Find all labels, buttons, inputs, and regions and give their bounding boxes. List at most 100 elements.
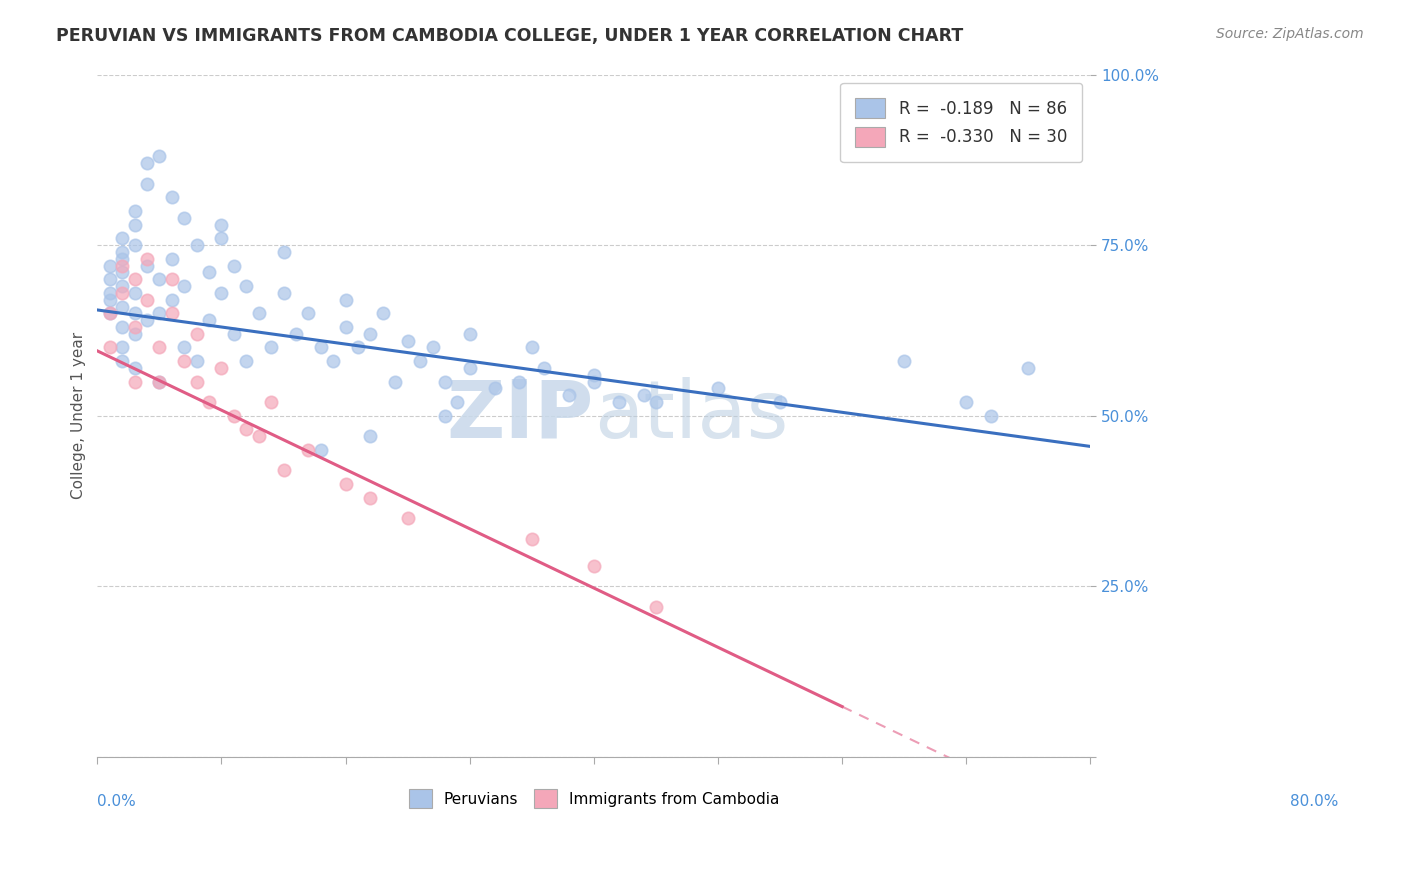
Point xyxy=(160,306,183,320)
Point xyxy=(111,244,134,259)
Point xyxy=(186,326,208,341)
Point xyxy=(124,306,146,320)
Point xyxy=(148,375,170,389)
Point xyxy=(111,320,134,334)
Point xyxy=(446,395,468,409)
Point xyxy=(186,354,208,368)
Point xyxy=(508,375,530,389)
Point xyxy=(260,341,283,355)
Point xyxy=(124,204,146,219)
Y-axis label: College, Under 1 year: College, Under 1 year xyxy=(72,332,86,500)
Point xyxy=(186,238,208,252)
Point xyxy=(458,361,481,376)
Point xyxy=(235,279,257,293)
Text: ZIP: ZIP xyxy=(447,376,593,455)
Point xyxy=(273,244,295,259)
Point xyxy=(160,293,183,307)
Point xyxy=(124,326,146,341)
Point xyxy=(707,381,730,395)
Point xyxy=(371,306,394,320)
Point xyxy=(335,293,357,307)
Point xyxy=(396,511,419,525)
Point xyxy=(309,442,332,457)
Point xyxy=(124,375,146,389)
Point xyxy=(309,341,332,355)
Point xyxy=(148,375,170,389)
Text: atlas: atlas xyxy=(593,376,789,455)
Point xyxy=(211,285,233,300)
Point xyxy=(645,599,668,614)
Point xyxy=(422,341,444,355)
Point xyxy=(359,491,381,505)
Point xyxy=(211,361,233,376)
Point xyxy=(484,381,506,395)
Point xyxy=(980,409,1002,423)
Point xyxy=(111,259,134,273)
Point xyxy=(893,354,915,368)
Point xyxy=(173,354,195,368)
Point xyxy=(173,279,195,293)
Point xyxy=(222,259,245,273)
Point xyxy=(160,252,183,266)
Point xyxy=(186,375,208,389)
Point xyxy=(136,177,159,191)
Point xyxy=(111,300,134,314)
Point xyxy=(173,211,195,225)
Point xyxy=(769,395,792,409)
Text: 80.0%: 80.0% xyxy=(1291,795,1339,809)
Legend: Peruvians, Immigrants from Cambodia: Peruvians, Immigrants from Cambodia xyxy=(402,783,785,814)
Point xyxy=(409,354,432,368)
Point xyxy=(396,334,419,348)
Point xyxy=(148,149,170,163)
Point xyxy=(98,285,121,300)
Point xyxy=(124,238,146,252)
Point xyxy=(347,341,370,355)
Point xyxy=(645,395,668,409)
Point xyxy=(148,341,170,355)
Point xyxy=(520,532,543,546)
Point xyxy=(98,293,121,307)
Point xyxy=(359,326,381,341)
Point xyxy=(260,395,283,409)
Point xyxy=(211,231,233,245)
Point xyxy=(533,361,555,376)
Point xyxy=(124,272,146,286)
Point xyxy=(148,306,170,320)
Point xyxy=(198,313,221,327)
Point xyxy=(111,252,134,266)
Point xyxy=(160,190,183,204)
Point xyxy=(111,279,134,293)
Point xyxy=(222,326,245,341)
Point xyxy=(98,341,121,355)
Point xyxy=(173,341,195,355)
Point xyxy=(520,341,543,355)
Point xyxy=(136,259,159,273)
Point xyxy=(111,341,134,355)
Point xyxy=(433,409,456,423)
Point xyxy=(955,395,977,409)
Point xyxy=(633,388,655,402)
Point xyxy=(247,429,270,443)
Point xyxy=(211,218,233,232)
Point xyxy=(222,409,245,423)
Point xyxy=(273,463,295,477)
Point xyxy=(98,306,121,320)
Point xyxy=(198,395,221,409)
Point xyxy=(582,375,605,389)
Text: PERUVIAN VS IMMIGRANTS FROM CAMBODIA COLLEGE, UNDER 1 YEAR CORRELATION CHART: PERUVIAN VS IMMIGRANTS FROM CAMBODIA COL… xyxy=(56,27,963,45)
Point xyxy=(136,293,159,307)
Point xyxy=(458,326,481,341)
Point xyxy=(582,368,605,382)
Point xyxy=(235,354,257,368)
Point xyxy=(136,252,159,266)
Point xyxy=(111,285,134,300)
Point xyxy=(297,442,319,457)
Point xyxy=(607,395,630,409)
Point xyxy=(558,388,581,402)
Point xyxy=(148,272,170,286)
Point xyxy=(124,320,146,334)
Point xyxy=(273,285,295,300)
Point xyxy=(98,272,121,286)
Point xyxy=(111,354,134,368)
Point xyxy=(160,272,183,286)
